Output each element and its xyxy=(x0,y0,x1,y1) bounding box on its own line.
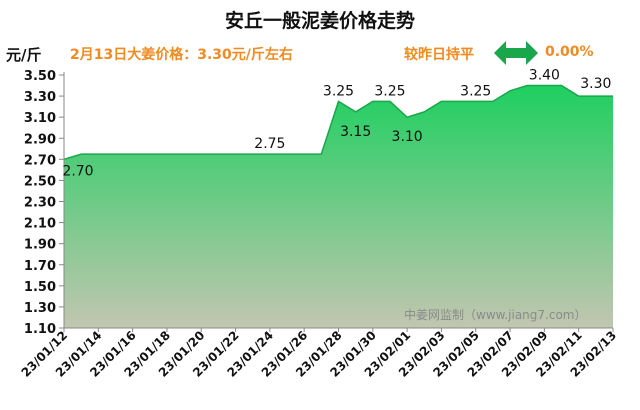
y-tick-label: 2.30 xyxy=(24,196,56,211)
y-tick-label: 2.70 xyxy=(24,153,56,168)
y-unit-label: 元/斤 xyxy=(6,46,42,64)
price-note: 2月13日大姜价格：3.30元/斤左右 xyxy=(70,47,293,63)
y-tick-label: 2.10 xyxy=(24,217,56,232)
data-label: 3.25 xyxy=(323,83,354,99)
y-tick-label: 1.90 xyxy=(24,238,56,253)
data-label: 2.70 xyxy=(62,163,93,179)
y-tick-label: 1.50 xyxy=(24,280,56,295)
compare-label: 较昨日持平 xyxy=(404,47,474,63)
y-tick-label: 1.70 xyxy=(24,259,56,274)
change-value: 0.00% xyxy=(545,44,594,60)
y-tick-label: 2.50 xyxy=(24,174,56,189)
data-label: 3.40 xyxy=(529,68,560,84)
chart-title: 安丘一般泥姜价格走势 xyxy=(224,10,415,32)
y-axis: 1.10 1.30 1.50 1.70 1.90 2.10 2.30 2.50 2.70 2.90… xyxy=(24,69,64,337)
data-label: 3.15 xyxy=(340,124,371,140)
series-area-fill xyxy=(64,85,613,328)
y-tick-label: 3.10 xyxy=(24,111,56,126)
data-label: 3.25 xyxy=(374,83,405,99)
data-label: 3.10 xyxy=(392,129,423,145)
y-tick-label: 3.30 xyxy=(24,90,56,105)
data-label: 2.75 xyxy=(254,136,285,152)
y-tick-label: 1.30 xyxy=(24,301,56,316)
data-label: 3.25 xyxy=(460,83,491,99)
y-tick-label: 2.90 xyxy=(24,132,56,147)
series-line xyxy=(63,84,613,161)
y-tick-label: 1.10 xyxy=(24,322,56,337)
watermark: 中姜网监制（www.jiang7.com） xyxy=(404,307,586,322)
data-label: 3.30 xyxy=(580,76,611,92)
data-labels: 2.70 2.75 3.25 3.15 3.25 3.10 3.25 3.40 3.30 xyxy=(62,68,611,180)
y-tick-label: 3.50 xyxy=(24,69,56,84)
series-area xyxy=(63,84,613,328)
double-arrow-icon xyxy=(494,41,538,65)
x-axis: 23/01/1223/01/1423/01/1623/01/1823/01/20… xyxy=(19,328,619,380)
